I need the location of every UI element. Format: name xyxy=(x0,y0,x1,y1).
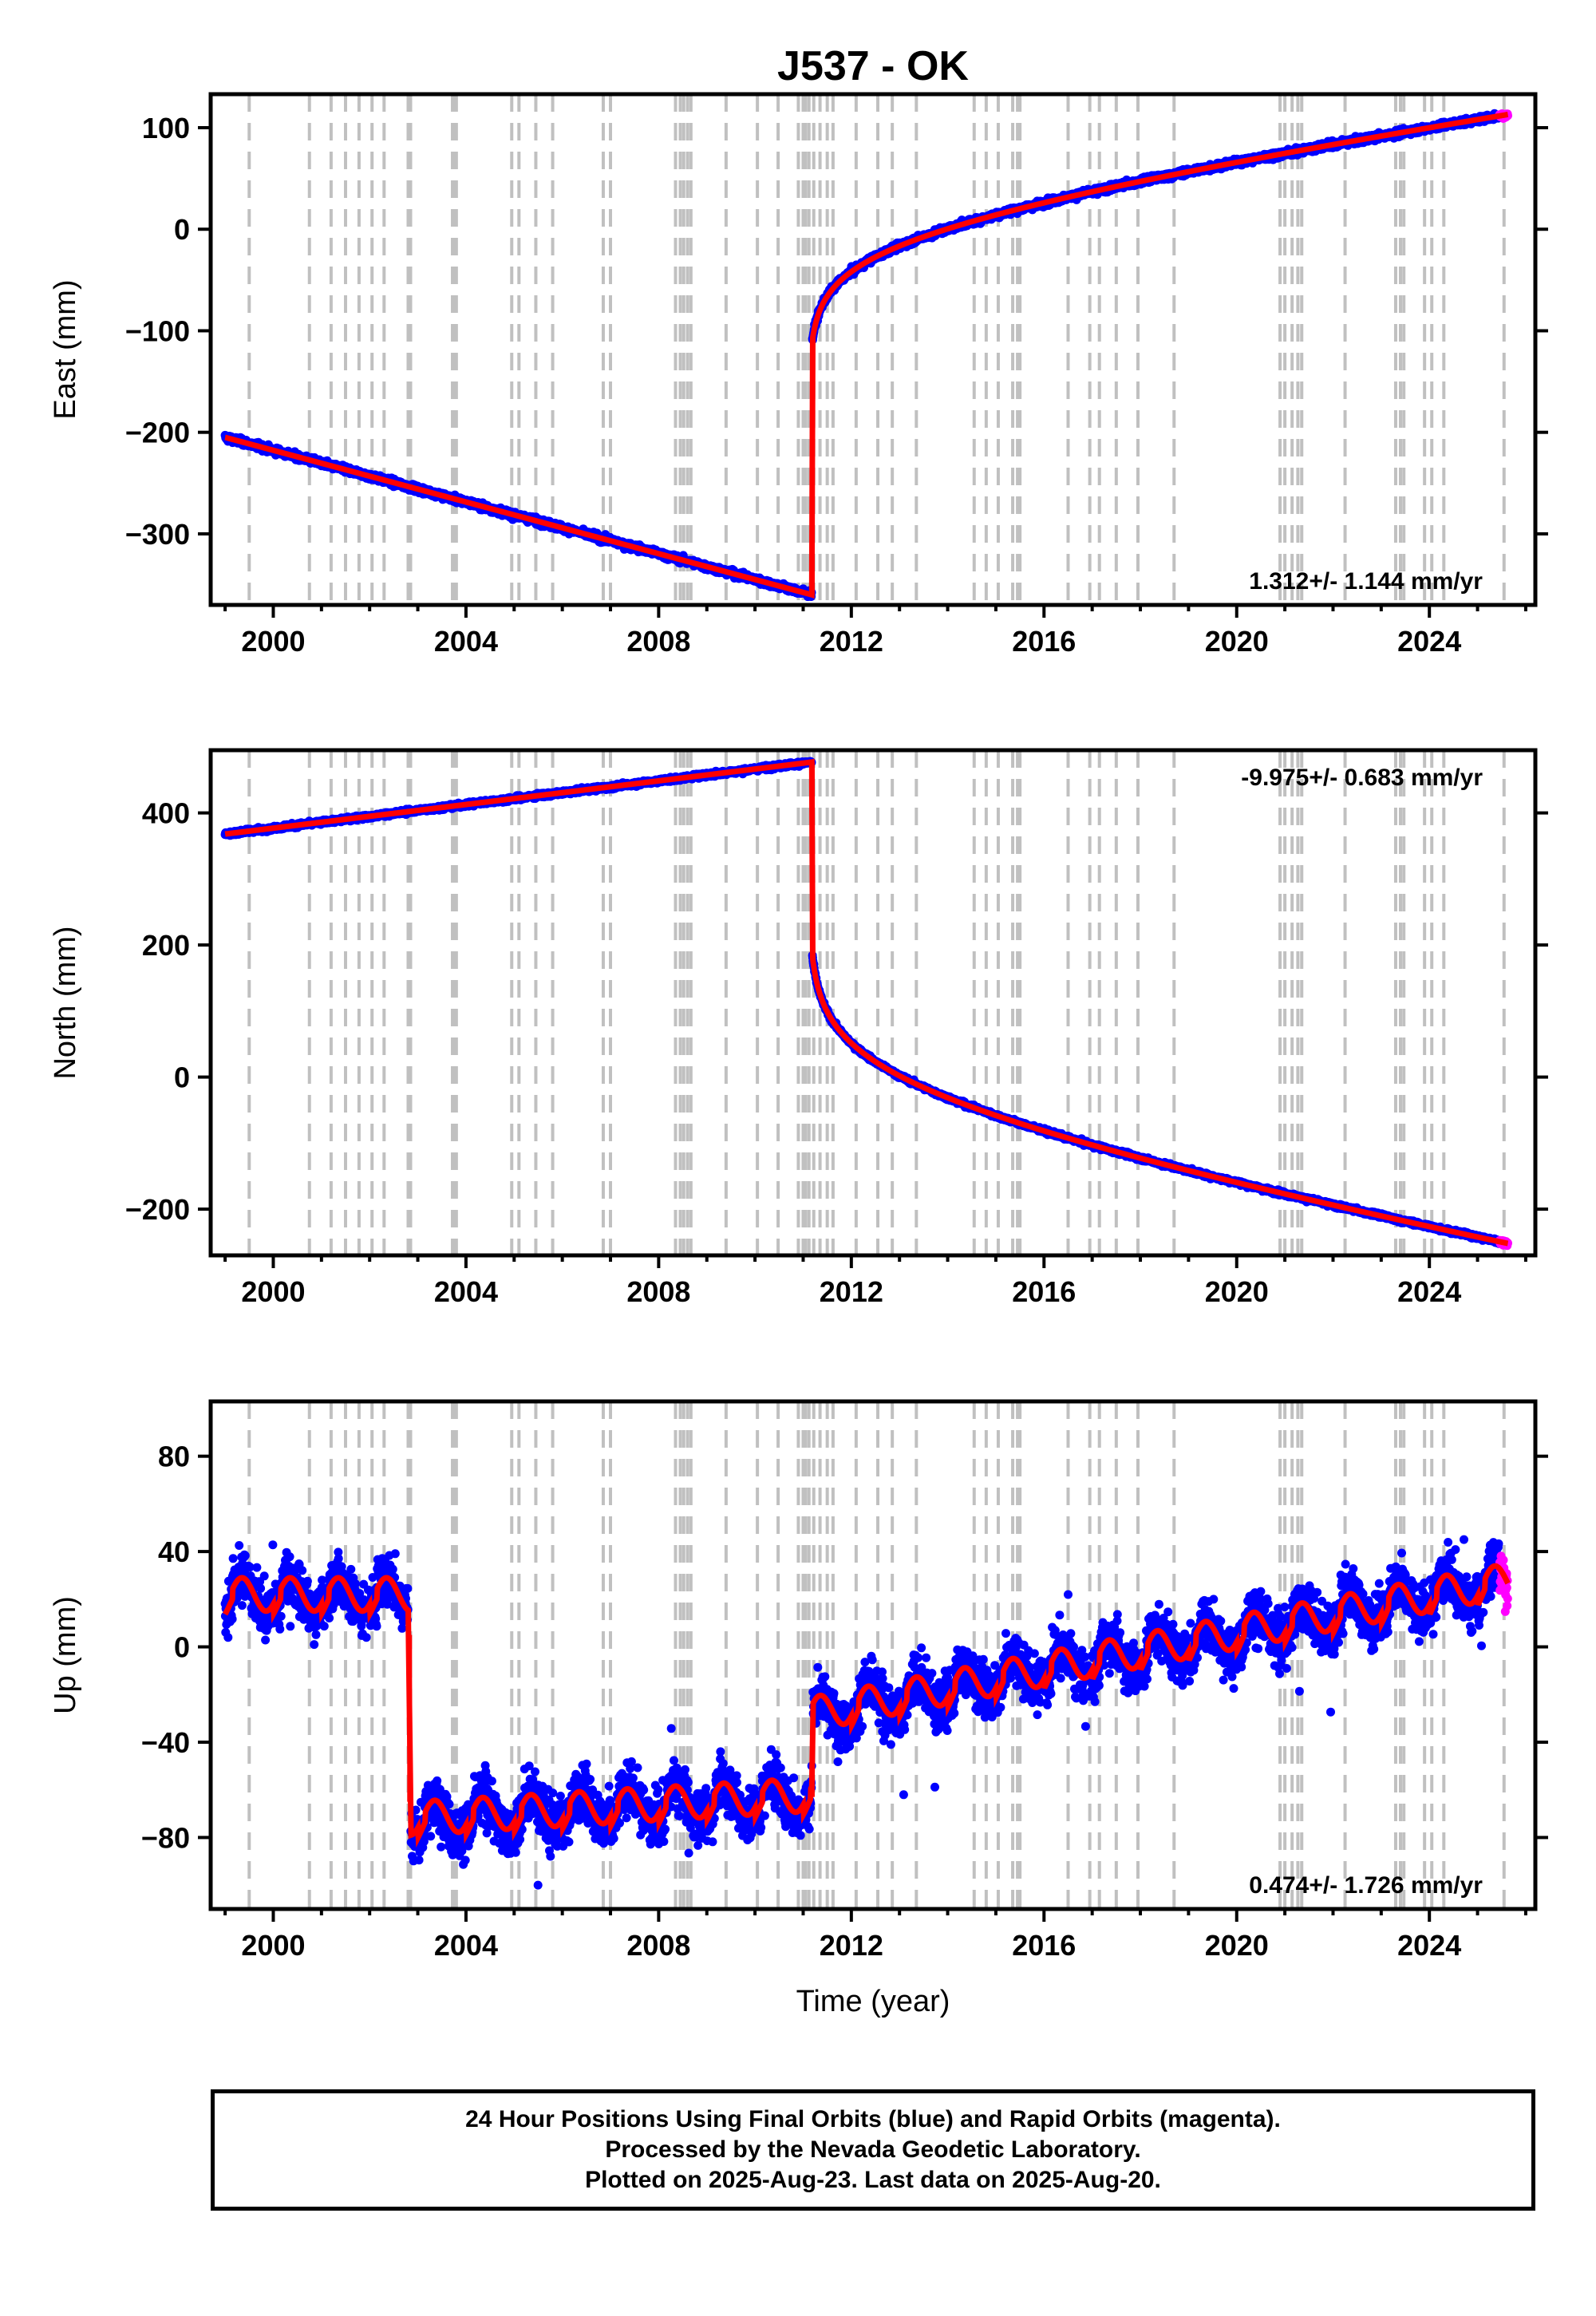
plot-area-north xyxy=(220,750,1512,1255)
y-tick-label-east-3: −200 xyxy=(125,417,190,449)
x-tick-label-east-0: 2000 xyxy=(241,625,305,658)
final-orbit-points-north xyxy=(220,757,1504,1248)
x-tick-label-east-3: 2012 xyxy=(820,625,883,658)
final-orbit-points-east xyxy=(220,109,1504,602)
x-tick-label-east-4: 2016 xyxy=(1012,625,1076,658)
y-tick-label-east-4: −300 xyxy=(125,518,190,551)
y-tick-label-east-2: −100 xyxy=(125,314,190,347)
rate-label-east: 1.312+/- 1.144 mm/yr xyxy=(1249,568,1483,595)
x-tick-label-east-5: 2020 xyxy=(1205,625,1269,658)
y-tick-label-east-0: 100 xyxy=(142,112,190,144)
panel-east: 100 0 −100 −200 −300 2000 2004 2008 2012 2016 2020… xyxy=(49,92,1548,658)
x-tick-label-east-1: 2004 xyxy=(434,625,498,658)
model-line-east xyxy=(224,111,1509,599)
plot-area-east xyxy=(220,94,1512,605)
chart-title: J537 - OK xyxy=(777,43,969,89)
y-tick-label-east-1: 0 xyxy=(174,213,190,246)
x-tick-label-east-6: 2024 xyxy=(1397,625,1461,658)
panels-group: 100 0 −100 −200 −300 2000 2004 2008 2012 2016 2020… xyxy=(49,92,1548,1962)
x-tick-label-east-2: 2008 xyxy=(626,625,690,658)
y-axis-label-east: East (mm) xyxy=(49,279,82,419)
